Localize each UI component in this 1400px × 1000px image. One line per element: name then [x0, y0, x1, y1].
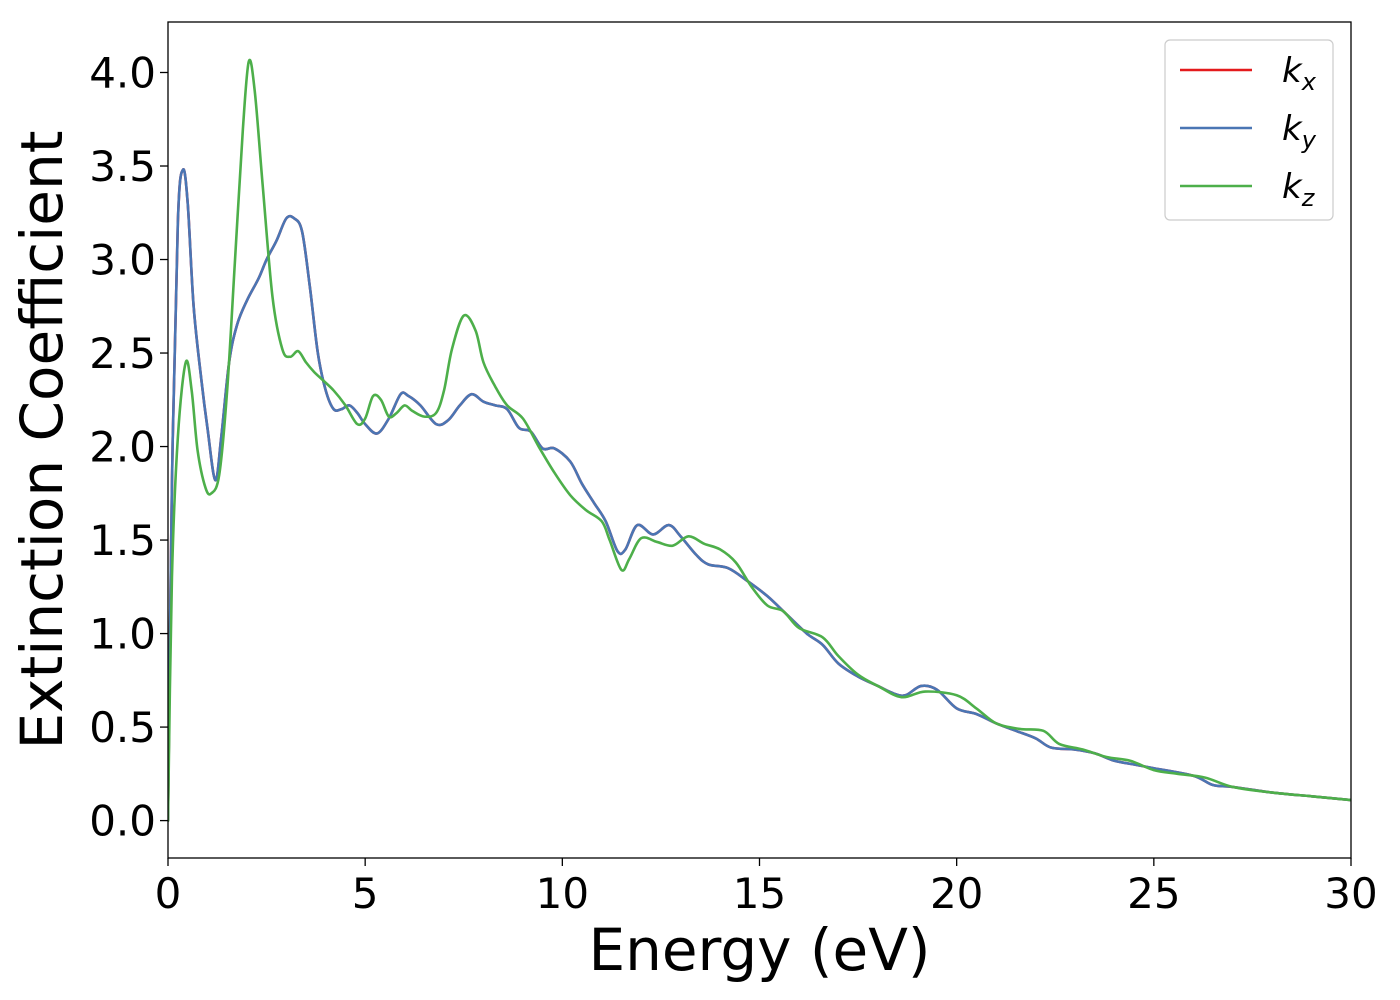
- legend-label-kx: kx: [1282, 51, 1317, 96]
- series-line-ky: [168, 168, 1351, 822]
- y-tick-label: 1.5: [89, 516, 156, 565]
- y-tick-label: 0.5: [89, 703, 156, 752]
- y-tick-label: 2.5: [89, 329, 156, 378]
- x-axis-ticks: 0 5 10 15 20 25 30: [155, 858, 1378, 918]
- series-line-kx: [168, 168, 1351, 822]
- series-layer: [168, 58, 1351, 822]
- y-tick-label: 3.5: [89, 142, 156, 191]
- y-axis-ticks: 0.0 0.5 1.0 1.5 2.0 2.5 3.0 3.5 4.0: [89, 48, 168, 846]
- y-tick-label: 4.0: [89, 48, 156, 97]
- x-axis-title: Energy (eV): [588, 916, 930, 984]
- x-tick-label: 15: [733, 869, 786, 918]
- x-tick-label: 30: [1324, 869, 1377, 918]
- y-tick-label: 0.0: [89, 797, 156, 846]
- x-tick-label: 10: [536, 869, 589, 918]
- y-tick-label: 1.0: [89, 610, 156, 659]
- x-tick-label: 5: [352, 869, 379, 918]
- legend: kx ky kz: [1164, 39, 1334, 221]
- legend-box: [1164, 39, 1334, 221]
- x-tick-label: 0: [155, 869, 182, 918]
- legend-label-ky: ky: [1282, 109, 1317, 154]
- x-tick-label: 25: [1127, 869, 1180, 918]
- y-tick-label: 2.0: [89, 423, 156, 472]
- y-tick-label: 3.0: [89, 236, 156, 285]
- series-line-kz: [168, 58, 1351, 822]
- x-tick-label: 20: [930, 869, 983, 918]
- y-axis-title: Extinction Coefficient: [8, 131, 76, 750]
- legend-label-kz: kz: [1282, 167, 1316, 212]
- legend-entries: kx ky kz: [1180, 51, 1317, 212]
